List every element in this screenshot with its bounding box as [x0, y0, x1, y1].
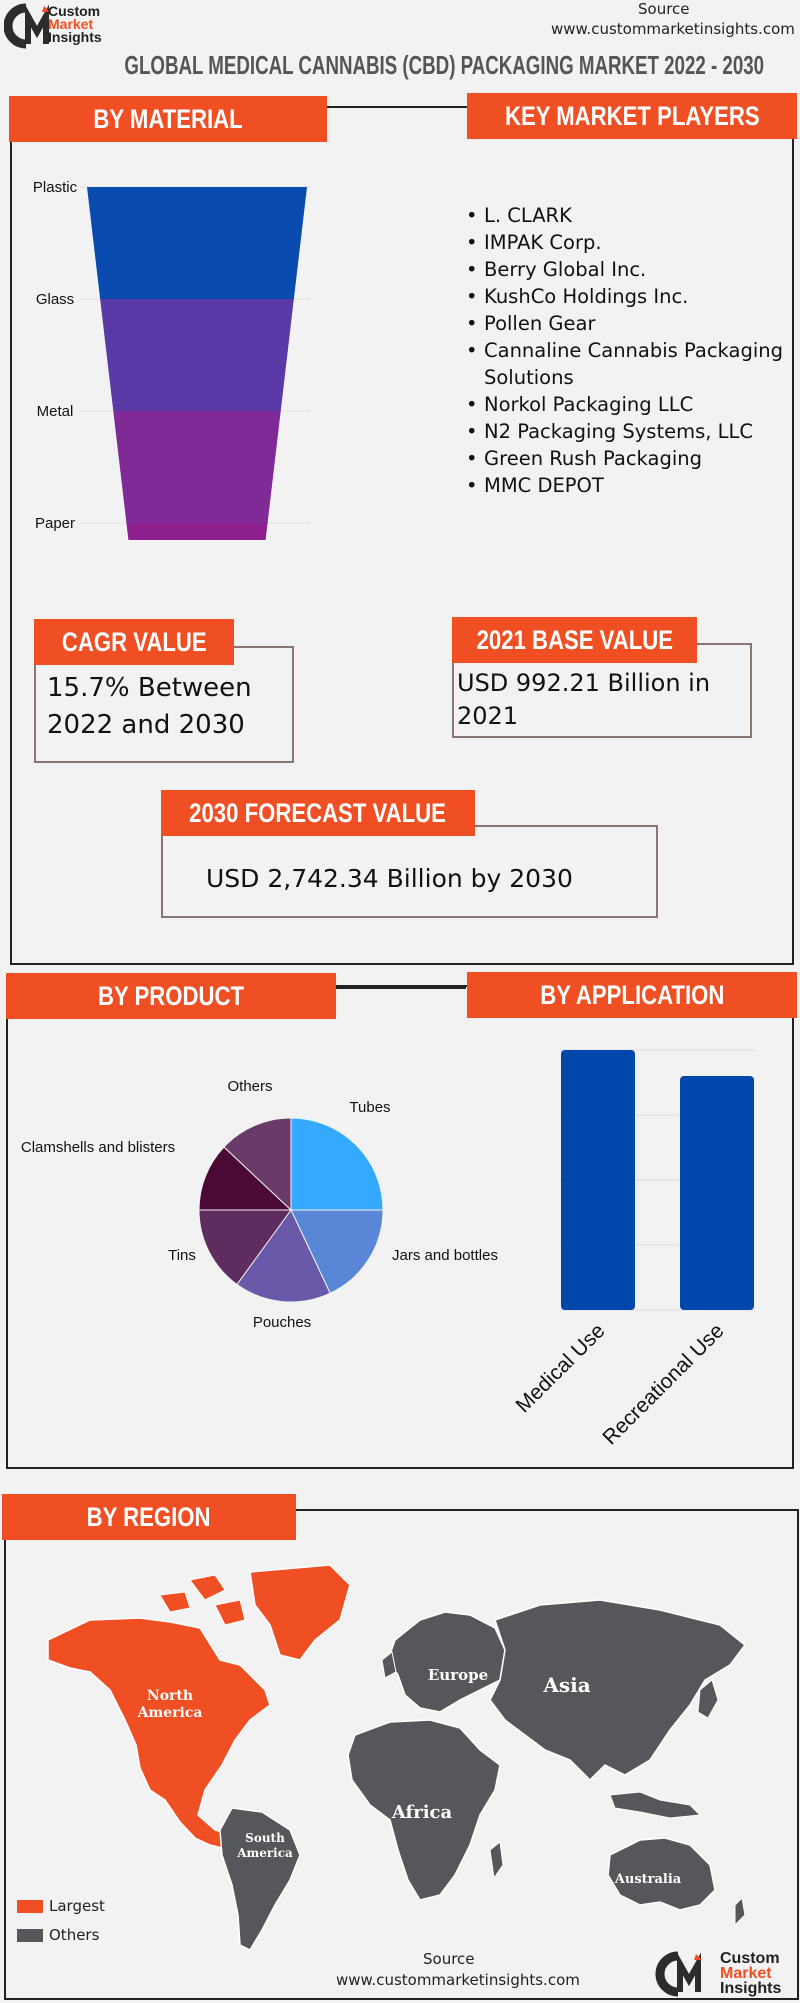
list-item: N2 Packaging Systems, LLC: [466, 418, 796, 445]
header-logo: Custom Market Insights: [3, 2, 124, 50]
forecast-box: [161, 825, 658, 918]
bar-label: Medical Use: [512, 1319, 610, 1417]
by-material-header: BY MATERIAL: [9, 96, 327, 142]
logo-text-2: Market: [48, 16, 94, 32]
bar-recreational-use: [680, 1076, 754, 1310]
pie-label: Tins: [168, 1247, 196, 1264]
funnel-segment-plastic: [87, 187, 307, 299]
region-label-australia: Australia: [614, 1872, 682, 1887]
cagr-box: [34, 646, 294, 763]
bar-medical-use: [561, 1050, 635, 1310]
funnel-label: Plastic: [33, 179, 78, 196]
region-label-north-america: North America: [137, 1688, 203, 1721]
base-value-header: 2021 BASE VALUE: [452, 617, 697, 663]
south-america-shape: [219, 1807, 301, 1951]
by-application-header: BY APPLICATION: [467, 972, 797, 1018]
pie-slice: [290, 1209, 384, 1294]
pie-label: Clamshells and blisters: [21, 1139, 175, 1156]
pie-label: Pouches: [253, 1314, 311, 1331]
region-label-africa: Africa: [391, 1802, 453, 1823]
cagr-period: 2022 and 2030: [47, 710, 245, 740]
funnel-segment-glass: [100, 299, 294, 411]
funnel-label: Glass: [36, 291, 74, 308]
product-frame: [6, 985, 794, 1469]
europe-shape: [387, 1611, 506, 1713]
key-players-header: KEY MARKET PLAYERS: [467, 93, 797, 139]
list-item: KushCo Holdings Inc.: [466, 283, 796, 310]
cagr-header: CAGR VALUE: [34, 619, 234, 665]
footer-logo-text-3: Insights: [720, 1980, 782, 1997]
list-item: Cannaline Cannabis Packaging Solutions: [466, 337, 796, 391]
list-item: Norkol Packaging LLC: [466, 391, 796, 418]
greenland-shape: [249, 1564, 351, 1661]
pie-label: Others: [227, 1078, 272, 1095]
pie-label: Tubes: [349, 1099, 390, 1116]
funnel-label: Paper: [35, 515, 75, 532]
pie-slice: [198, 1146, 293, 1211]
header-source-label: Source: [638, 0, 690, 18]
list-item: Green Rush Packaging: [466, 445, 796, 472]
list-item: IMPAK Corp.: [466, 229, 796, 256]
forecast-value: USD 2,742.34 Billion by 2030: [206, 864, 573, 893]
list-item: Pollen Gear: [466, 310, 796, 337]
page-title: GLOBAL MEDICAL CANNABIS (CBD) PACKAGING …: [124, 50, 765, 80]
australia-shape: [607, 1837, 716, 1911]
region-label-south-america: South America: [236, 1831, 293, 1860]
legend-largest-swatch: [17, 1899, 43, 1913]
funnel-label: Metal: [37, 403, 74, 420]
legend-others-swatch: [17, 1928, 43, 1942]
logo-text-3: Insights: [48, 29, 102, 45]
funnel-segment-paper: [126, 523, 268, 540]
africa-shape: [347, 1719, 501, 1901]
cagr-value: 15.7% Between: [47, 673, 252, 703]
list-item: Berry Global Inc.: [466, 256, 796, 283]
footer-source-url: www.custommarketinsights.com: [336, 1971, 580, 1989]
base-value-line2: 2021: [457, 702, 519, 730]
legend-largest-label: Largest: [49, 1897, 105, 1915]
asia-shape: [489, 1599, 747, 1782]
footer-source-label: Source: [423, 1950, 475, 1968]
pie-slice: [290, 1117, 384, 1211]
region-label-europe: Europe: [428, 1666, 488, 1684]
forecast-header: 2030 FORECAST VALUE: [161, 790, 475, 836]
footer-logo-text-2: Market: [720, 1965, 772, 1982]
pie-slice: [198, 1209, 292, 1286]
product-pie-chart: Tubes Jars and bottles Pouches Tins Clamshel…: [21, 1078, 498, 1331]
funnel-segment-metal: [113, 411, 281, 523]
by-product-header: BY PRODUCT: [6, 973, 336, 1019]
legend-others-label: Others: [49, 1926, 100, 1944]
region-label-asia: Asia: [542, 1673, 590, 1697]
by-region-header: BY REGION: [2, 1494, 296, 1540]
material-funnel-chart: Plastic Glass Metal Paper: [33, 179, 310, 540]
pie-label: Jars and bottles: [392, 1247, 498, 1264]
list-item: MMC DEPOT: [466, 472, 796, 499]
legend-largest: Largest: [17, 1897, 105, 1915]
list-item: L. CLARK: [466, 202, 796, 229]
logo-icon: [3, 3, 50, 49]
footer-logo-text-1: Custom: [720, 1950, 780, 1967]
base-value-line1: USD 992.21 Billion in: [457, 669, 711, 697]
footer-logo: Custom Market Insights: [652, 1950, 792, 1998]
bar-label: Recreational Use: [598, 1319, 728, 1449]
logo-icon: [655, 1951, 702, 1997]
world-map: North America Europe Asia Africa South Ame…: [47, 1564, 747, 1951]
key-players-list: L. CLARK IMPAK Corp. Berry Global Inc. K…: [466, 202, 796, 499]
logo-text-1: Custom: [48, 3, 101, 19]
pie-slice: [236, 1209, 331, 1303]
region-frame: [4, 1509, 799, 2000]
legend-others: Others: [17, 1926, 99, 1944]
pie-slice: [223, 1117, 292, 1212]
header-source-url: www.custommarketinsights.com: [551, 20, 795, 38]
